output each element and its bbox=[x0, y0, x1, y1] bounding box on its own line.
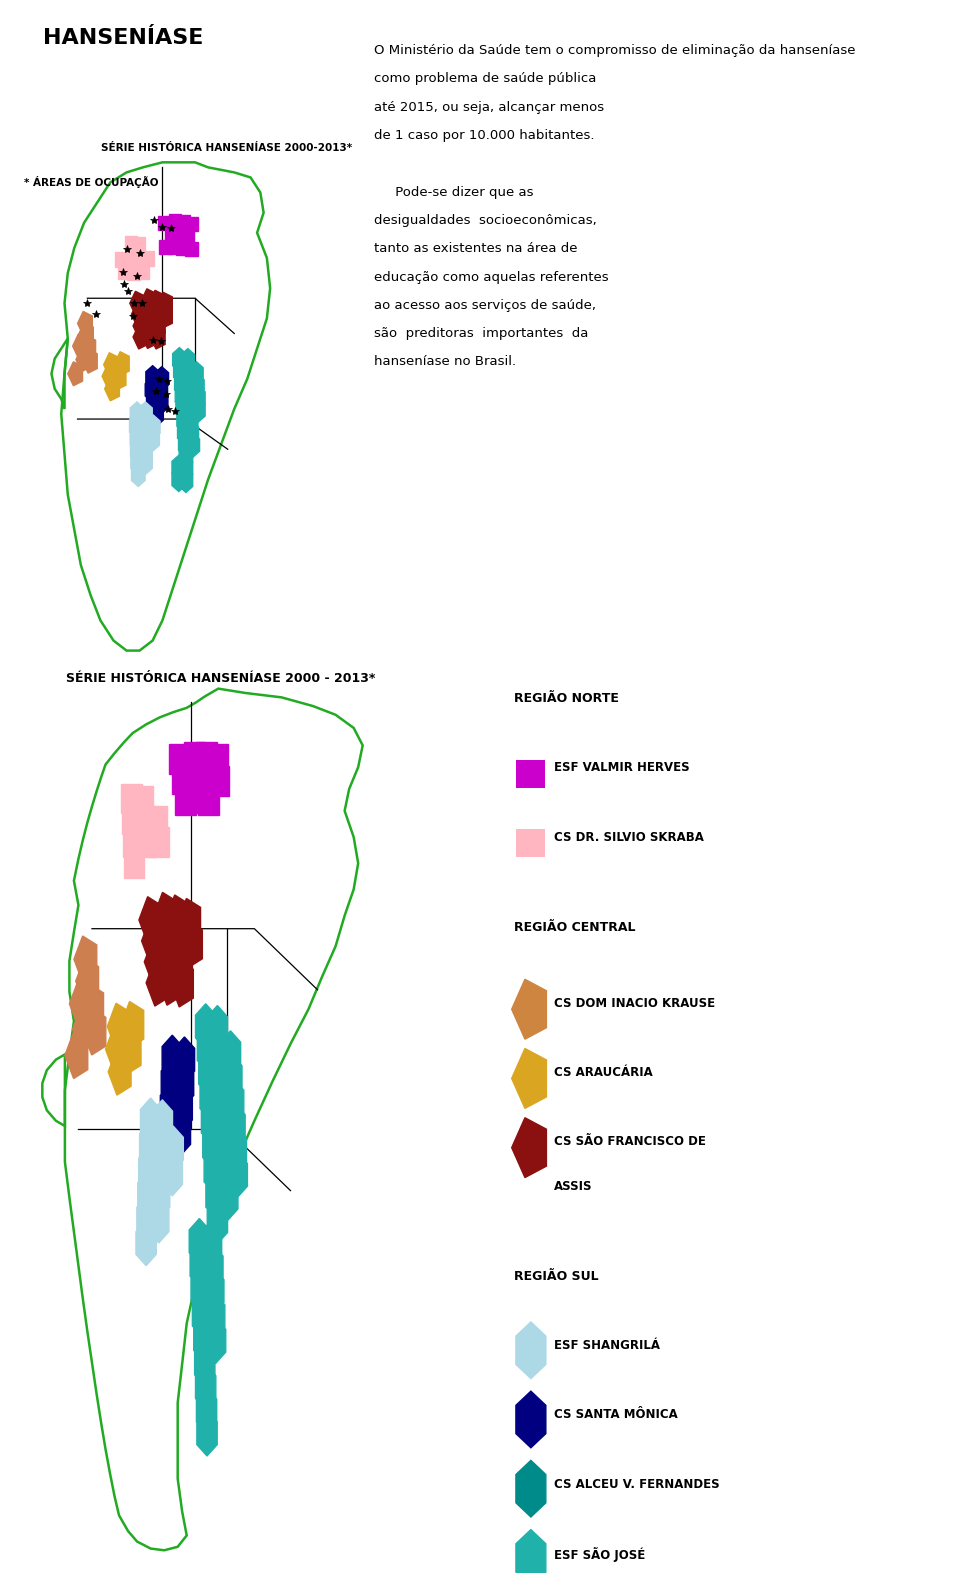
Text: tanto as existentes na área de: tanto as existentes na área de bbox=[374, 242, 578, 255]
Text: ao acesso aos serviços de saúde,: ao acesso aos serviços de saúde, bbox=[374, 299, 596, 311]
Bar bbox=[185, 242, 198, 256]
Bar bbox=[141, 252, 154, 266]
Bar bbox=[121, 783, 142, 813]
Bar bbox=[169, 214, 181, 228]
Text: desigualdades  socioeconômicas,: desigualdades socioeconômicas, bbox=[374, 214, 597, 227]
Bar bbox=[127, 266, 139, 280]
Text: CS ARAUCÁRIA: CS ARAUCÁRIA bbox=[554, 1066, 653, 1079]
Text: REGIÃO NORTE: REGIÃO NORTE bbox=[514, 692, 618, 705]
Bar bbox=[185, 217, 198, 231]
Bar bbox=[115, 252, 128, 266]
Bar bbox=[165, 228, 178, 242]
Bar bbox=[148, 827, 169, 857]
Bar bbox=[122, 805, 142, 834]
Bar bbox=[184, 742, 204, 771]
Bar bbox=[125, 252, 137, 266]
Bar bbox=[208, 766, 229, 796]
Bar bbox=[118, 264, 131, 278]
Text: REGIÃO CENTRAL: REGIÃO CENTRAL bbox=[514, 920, 636, 933]
Bar bbox=[185, 761, 205, 791]
Text: CS DOM INACIO KRAUSE: CS DOM INACIO KRAUSE bbox=[554, 997, 715, 1010]
Bar bbox=[172, 764, 193, 794]
Bar bbox=[177, 241, 189, 255]
Bar bbox=[159, 241, 172, 255]
Bar bbox=[181, 228, 194, 242]
Bar bbox=[135, 827, 156, 857]
Bar bbox=[124, 848, 144, 878]
Text: Pode-se dizer que as: Pode-se dizer que as bbox=[374, 186, 534, 198]
Text: educação como aquelas referentes: educação como aquelas referentes bbox=[374, 271, 609, 283]
Bar bbox=[186, 783, 207, 813]
Bar bbox=[177, 216, 189, 230]
Text: são  preditoras  importantes  da: são preditoras importantes da bbox=[374, 327, 588, 340]
Text: * ÁREAS DE OCUPAÇÃO: * ÁREAS DE OCUPAÇÃO bbox=[24, 176, 158, 189]
Bar bbox=[197, 764, 217, 793]
Text: REGIÃO SUL: REGIÃO SUL bbox=[514, 1269, 598, 1284]
Text: até 2015, ou seja, alcançar menos: até 2015, ou seja, alcançar menos bbox=[374, 101, 605, 113]
Text: hanseníase no Brasil.: hanseníase no Brasil. bbox=[374, 355, 516, 368]
Bar bbox=[175, 785, 196, 815]
Bar bbox=[169, 744, 190, 774]
Bar bbox=[132, 785, 154, 815]
Text: O Ministério da Saúde tem o compromisso de eliminação da hanseníase: O Ministério da Saúde tem o compromisso … bbox=[374, 44, 856, 57]
Text: ESF VALMIR HERVES: ESF VALMIR HERVES bbox=[554, 761, 689, 774]
Text: SÉRIE HISTÓRICA HANSENÍASE 2000-2013*: SÉRIE HISTÓRICA HANSENÍASE 2000-2013* bbox=[101, 143, 352, 153]
Text: ESF SÃO JOSÉ: ESF SÃO JOSÉ bbox=[554, 1546, 645, 1562]
Bar bbox=[157, 216, 170, 230]
Bar bbox=[133, 252, 146, 266]
Text: SÉRIE HISTÓRICA HANSENÍASE 2000 - 2013*: SÉRIE HISTÓRICA HANSENÍASE 2000 - 2013* bbox=[66, 672, 375, 684]
Bar bbox=[136, 264, 149, 278]
Bar bbox=[199, 785, 219, 815]
Text: CS SÃO FRANCISCO DE: CS SÃO FRANCISCO DE bbox=[554, 1136, 706, 1148]
Bar bbox=[168, 241, 180, 255]
Text: CS DR. SILVIO SKRABA: CS DR. SILVIO SKRABA bbox=[554, 831, 704, 843]
Bar bbox=[134, 807, 156, 837]
Bar bbox=[196, 742, 217, 771]
Bar bbox=[174, 227, 186, 241]
Text: HANSENÍASE: HANSENÍASE bbox=[43, 28, 204, 49]
Text: como problema de saúde pública: como problema de saúde pública bbox=[374, 72, 597, 85]
Bar bbox=[146, 807, 167, 837]
Bar bbox=[133, 238, 146, 252]
Bar bbox=[207, 744, 228, 774]
Text: ASSIS: ASSIS bbox=[554, 1180, 592, 1192]
Text: CS SANTA MÔNICA: CS SANTA MÔNICA bbox=[554, 1408, 678, 1422]
Bar bbox=[123, 827, 143, 857]
Text: CS ALCEU V. FERNANDES: CS ALCEU V. FERNANDES bbox=[554, 1477, 720, 1491]
Text: ESF SHANGRILÁ: ESF SHANGRILÁ bbox=[554, 1339, 660, 1353]
Text: de 1 caso por 10.000 habitantes.: de 1 caso por 10.000 habitantes. bbox=[374, 129, 595, 142]
Bar bbox=[125, 236, 137, 250]
